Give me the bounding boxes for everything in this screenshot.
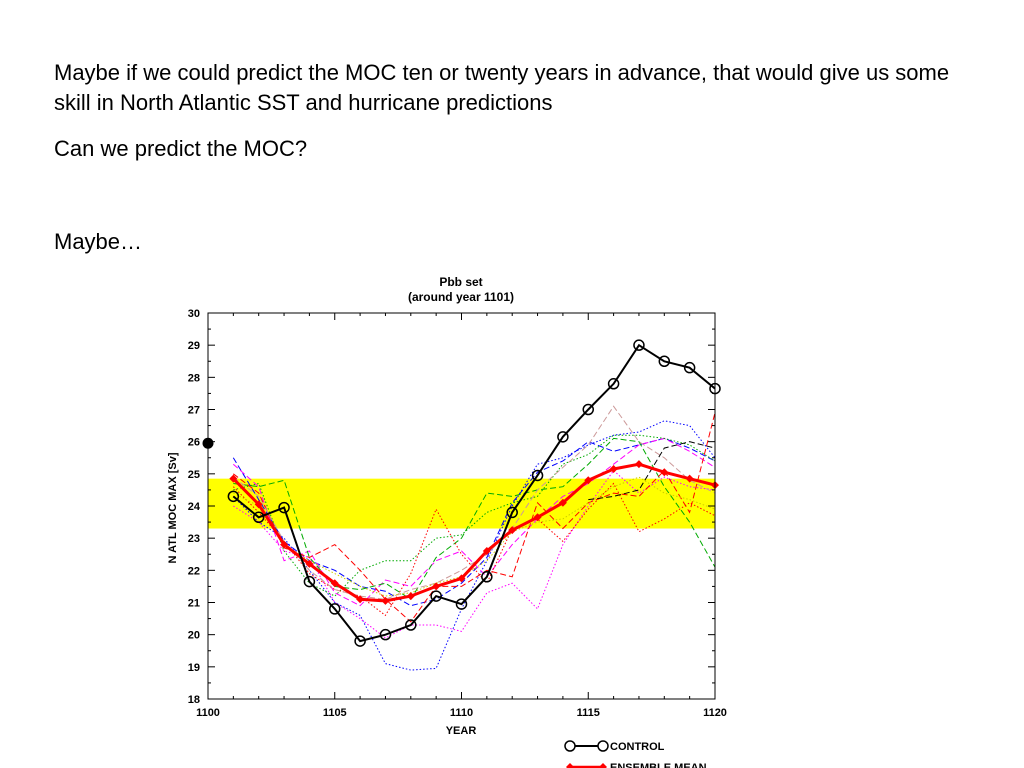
x-tick-label: 1110 (450, 707, 473, 719)
slide-paragraph-moc-prediction: Maybe if we could predict the MOC ten or… (54, 60, 950, 115)
y-tick-label: 26 (188, 437, 200, 449)
ensemble-mean-point (356, 595, 365, 604)
control-point (379, 628, 392, 641)
control-point (557, 431, 569, 443)
y-tick-label: 18 (188, 694, 200, 706)
series-line-2 (232, 420, 715, 671)
ensemble-mean-point (229, 474, 238, 483)
control-point (430, 590, 442, 602)
y-tick-label: 24 (188, 501, 201, 513)
ensemble-mean-point (609, 465, 618, 474)
control-point (481, 571, 493, 583)
chart-title: Pbb set (439, 275, 482, 289)
x-axis-label: YEAR (446, 725, 477, 737)
x-tick-label: 1105 (323, 707, 347, 719)
control-point (354, 635, 366, 647)
y-tick-label: 23 (188, 533, 200, 545)
ensemble-mean-point (381, 596, 390, 605)
ensemble-mean-point (634, 460, 643, 469)
slide-paragraph-question: Can we predict the MOC? (54, 136, 308, 161)
y-axis-label: N ATL MOC MAX [Sv] (167, 452, 179, 563)
legend-marker (597, 740, 609, 752)
series-group (232, 343, 715, 671)
control-point (405, 619, 417, 631)
control-point (278, 501, 290, 514)
control-point (506, 506, 518, 519)
ensemble-mean-point (482, 547, 491, 556)
legend-label: CONTROL (610, 741, 665, 753)
ensemble-mean-point (508, 526, 517, 535)
x-tick-label: 1120 (703, 707, 727, 719)
y-tick-label: 22 (188, 565, 200, 577)
y-tick-label: 27 (188, 405, 200, 417)
series-line-5 (233, 469, 715, 639)
y-tick-label: 25 (188, 469, 200, 481)
legend-marker (599, 763, 607, 768)
control-point (582, 403, 594, 416)
series-line-3 (232, 437, 715, 607)
series-line-0 (232, 343, 715, 643)
series-line-10 (232, 405, 715, 600)
ensemble-mean-point (254, 500, 263, 509)
control-point (531, 469, 544, 482)
control-point (607, 378, 620, 390)
ensemble-mean-point (330, 579, 339, 588)
legend-marker (566, 763, 574, 768)
control-point (683, 361, 696, 374)
series-line-9 (232, 482, 715, 617)
control-point (303, 575, 316, 588)
band-region (208, 478, 715, 529)
legend-label: ENSEMBLE MEAN (610, 762, 707, 768)
control-point (455, 598, 468, 610)
y-tick-label: 29 (188, 340, 200, 352)
y-tick-label: 28 (188, 372, 200, 384)
series-line-1 (232, 462, 715, 603)
chart-subtitle: (around year 1101) (408, 290, 514, 304)
ensemble-mean-point (558, 498, 567, 507)
control-point (329, 603, 341, 615)
control-point (658, 355, 671, 367)
y-tick-label: 19 (188, 662, 200, 674)
ensemble-mean-point (305, 559, 314, 568)
y-tick-label: 30 (188, 308, 200, 320)
ensemble-mean-point (457, 574, 466, 583)
series-line-8 (232, 412, 715, 623)
y-tick-label: 21 (188, 598, 200, 610)
series-line-11 (233, 476, 715, 597)
control-point (633, 339, 645, 351)
ensemble-mean-point (533, 513, 542, 522)
ensemble-mean-point (584, 476, 593, 485)
ensemble-mean-point (280, 540, 289, 549)
control-point (252, 511, 265, 524)
slide-paragraph-maybe: Maybe… (54, 229, 143, 254)
control-point (227, 490, 240, 503)
x-tick-label: 1100 (196, 707, 220, 719)
y-tick-label: 20 (188, 630, 200, 642)
x-tick-label: 1115 (577, 707, 600, 719)
ensemble-mean-point (406, 592, 415, 601)
ensemble-mean-point (660, 468, 669, 477)
ensemble-mean-point (685, 474, 694, 483)
legend-marker (564, 740, 576, 752)
ensemble-mean-point (432, 582, 441, 591)
